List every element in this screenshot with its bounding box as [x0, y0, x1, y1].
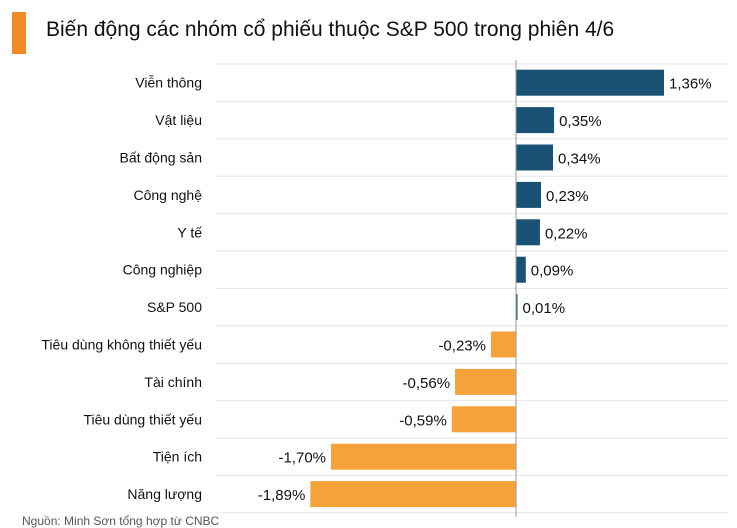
bar — [490, 331, 516, 358]
bar — [451, 406, 516, 433]
category-label: Tài chính — [144, 374, 202, 390]
title-accent-bar — [12, 12, 26, 54]
category-label: Vật liệu — [155, 112, 202, 128]
bar — [331, 443, 516, 470]
data-label: 1,36% — [669, 76, 712, 93]
chart-title: Biến động các nhóm cổ phiếu thuộc S&P 50… — [46, 18, 615, 41]
category-label: Viễn thông — [135, 75, 202, 91]
data-label: -0,23% — [438, 338, 486, 355]
data-label: 0,01% — [523, 300, 566, 317]
category-label: Năng lượng — [127, 486, 202, 502]
bar — [516, 294, 518, 321]
category-label: Tiện ích — [153, 449, 202, 465]
bar — [516, 144, 553, 171]
category-label: Công nghiệp — [123, 262, 203, 278]
bar — [516, 69, 664, 96]
category-label: Tiêu dùng không thiết yếu — [41, 337, 202, 353]
bar — [516, 256, 526, 283]
data-label: -1,70% — [278, 450, 326, 467]
category-label: Bất động sản — [119, 150, 202, 166]
data-label: 0,34% — [558, 151, 601, 168]
data-label: -0,56% — [403, 375, 451, 392]
bar — [516, 219, 540, 246]
data-label: 0,23% — [546, 188, 589, 205]
data-label: -1,89% — [258, 487, 306, 504]
category-label: Tiêu dùng thiết yếu — [83, 411, 202, 427]
bar — [455, 368, 516, 395]
data-label: 0,22% — [545, 225, 588, 242]
source-note: Nguồn: Minh Sơn tổng hợp từ CNBC — [22, 514, 220, 528]
category-label: Y tế — [177, 224, 202, 240]
data-label: 0,35% — [559, 113, 602, 130]
bar — [516, 181, 542, 208]
category-label: S&P 500 — [147, 299, 202, 315]
bar — [516, 107, 555, 134]
data-label: 0,09% — [531, 263, 574, 280]
data-label: -0,59% — [399, 412, 447, 429]
bar — [310, 481, 516, 508]
category-label: Công nghệ — [133, 187, 202, 203]
